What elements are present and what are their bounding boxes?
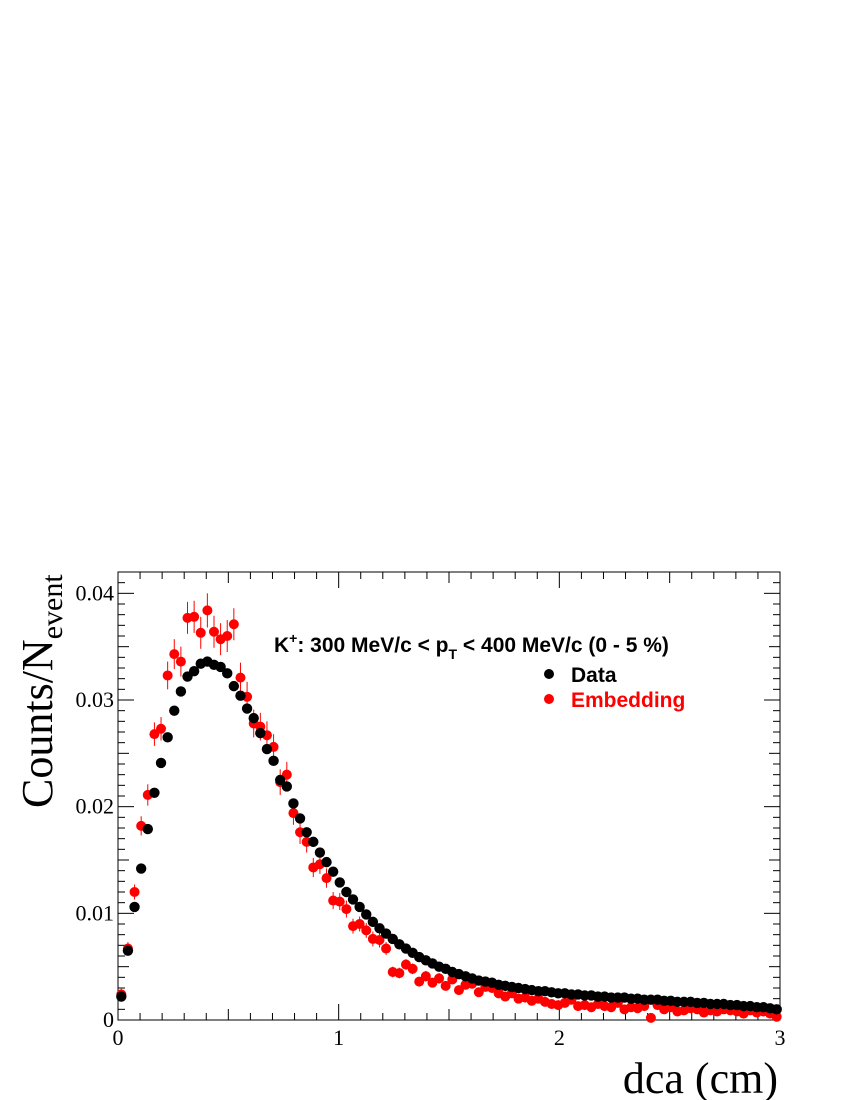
axis-ticks <box>117 571 781 1021</box>
y-tick-label: 0 <box>103 1007 114 1032</box>
annotation-particle: K <box>274 634 289 657</box>
x-tick-label: 3 <box>775 1025 786 1050</box>
data-point <box>334 877 345 888</box>
embedding-point <box>334 896 345 907</box>
y-axis-title-subscript: event <box>36 574 69 640</box>
y-tick-label: 0.03 <box>76 687 115 712</box>
data-point <box>255 727 266 739</box>
data-point <box>288 798 299 809</box>
embedding-point <box>169 649 180 660</box>
legend-label-embedding: Embedding <box>571 689 685 712</box>
data-point <box>169 705 180 716</box>
legend: Data Embedding <box>544 664 685 712</box>
data-point <box>129 901 140 913</box>
x-axis-title: dca (cm) <box>623 1054 778 1100</box>
embedding-point <box>202 605 213 616</box>
embedding-point <box>222 631 233 641</box>
embedding-point <box>420 971 431 982</box>
embedding-point <box>235 672 246 683</box>
embedding-point <box>407 963 418 974</box>
x-tick-label: 1 <box>333 1025 344 1050</box>
annotation-range-end: < 400 MeV/c (0 - 5 %) <box>457 634 669 657</box>
annotation-charge: + <box>289 630 297 646</box>
data-point <box>188 666 200 677</box>
data-point <box>301 827 312 838</box>
embedding-point <box>434 973 445 984</box>
data-point <box>321 856 332 868</box>
data-point <box>135 863 147 874</box>
embedding-point <box>149 729 160 740</box>
data-point <box>149 787 160 798</box>
data-point <box>341 886 352 898</box>
embedding-point <box>129 887 140 897</box>
data-point <box>241 703 253 714</box>
data-point <box>122 945 134 956</box>
data-point <box>354 901 365 913</box>
y-tick-label: 0.02 <box>76 794 115 819</box>
data-point <box>142 823 153 835</box>
y-tick-label: 0.01 <box>76 900 115 925</box>
data-point <box>222 668 233 679</box>
legend-marker-embedding <box>544 694 554 704</box>
data-point <box>162 732 173 743</box>
embedding-point <box>374 935 385 945</box>
embedding-point <box>771 1011 782 1022</box>
data-point <box>215 661 226 673</box>
embedding-point <box>414 976 425 987</box>
y-tick-label: 0.04 <box>76 580 115 605</box>
x-tick-label: 2 <box>554 1025 565 1050</box>
embedding-point <box>440 980 451 991</box>
annotation-pt-subscript: T <box>449 646 458 662</box>
data-point <box>361 909 372 920</box>
annotation-text: K+: 300 MeV/c < pT < 400 MeV/c (0 - 5 %) <box>274 630 669 662</box>
embedding-point <box>321 873 332 884</box>
data-point <box>274 774 286 786</box>
y-axis-title-main: Counts/N <box>13 639 62 808</box>
data-point <box>228 680 240 692</box>
data-point <box>327 866 339 877</box>
legend-label-data: Data <box>571 664 617 687</box>
data-point <box>281 781 293 792</box>
embedding-point <box>354 919 365 929</box>
embedding-point <box>394 968 405 979</box>
embedding-point <box>175 656 186 667</box>
embedding-point <box>381 943 392 954</box>
data-point <box>771 1004 782 1015</box>
embedding-point <box>361 925 372 936</box>
embedding-point <box>453 985 464 996</box>
data-point <box>248 712 259 724</box>
embedding-point <box>189 611 200 622</box>
data-point <box>235 690 246 701</box>
data-point <box>261 743 273 755</box>
data-point <box>175 686 187 697</box>
embedding-point <box>195 627 206 638</box>
annotation-range-start: : 300 MeV/c < p <box>297 634 448 657</box>
embedding-point <box>162 670 173 681</box>
embedding-point <box>645 1012 656 1023</box>
tick-labels: 0 1 2 3 0 0.01 0.02 0.03 0.04 <box>76 580 786 1050</box>
data-point <box>155 757 167 769</box>
data-point <box>268 755 279 766</box>
data-point <box>116 991 127 1002</box>
legend-marker-data <box>544 669 554 679</box>
embedding-point <box>341 904 352 915</box>
embedding-point <box>228 619 239 630</box>
embedding-point <box>208 626 219 637</box>
embedding-point <box>156 723 167 734</box>
embedding-series <box>116 593 782 1023</box>
data-point <box>308 836 319 848</box>
data-point <box>294 813 306 824</box>
embedding-point <box>473 987 484 998</box>
x-tick-label: 0 <box>113 1025 124 1050</box>
data-point <box>347 894 359 905</box>
data-series <box>116 656 782 1015</box>
y-axis-title: Counts/Nevent <box>13 574 69 808</box>
data-point <box>367 916 379 928</box>
data-point <box>314 847 326 858</box>
